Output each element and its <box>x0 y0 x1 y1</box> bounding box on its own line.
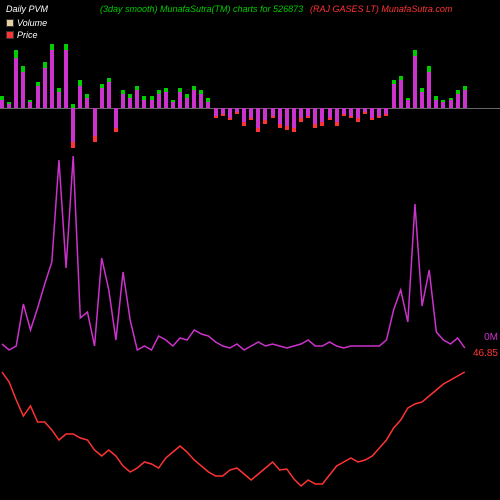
price-line <box>2 372 465 486</box>
volume-line <box>2 156 465 350</box>
title-daily: Daily PVM <box>6 4 48 14</box>
chart-header: Daily PVM (3day smooth) MunafaSutra(TM) … <box>0 4 500 16</box>
title-subtitle: (3day smooth) MunafaSutra(TM) charts for… <box>100 4 303 14</box>
volume-axis-label: 0M <box>484 332 498 343</box>
price-axis-label: 46.85 <box>473 348 498 359</box>
line-chart <box>0 20 470 500</box>
title-stock: (RAJ GASES LT) MunafaSutra.com <box>310 4 452 14</box>
chart-area <box>0 20 470 500</box>
